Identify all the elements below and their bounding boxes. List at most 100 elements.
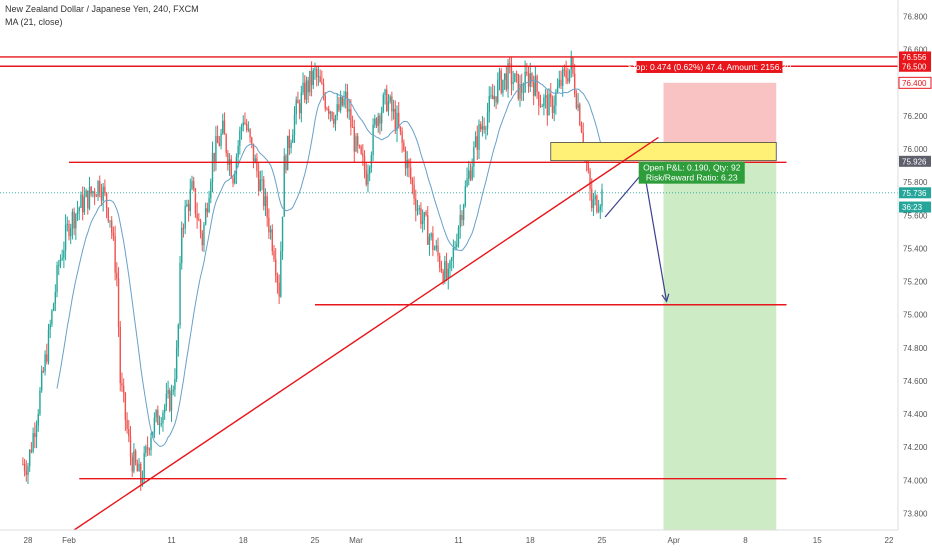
candle-body [240, 126, 243, 131]
candle-body [596, 195, 598, 212]
candle-body [27, 466, 29, 475]
price-tick-label: 74.800 [903, 344, 928, 353]
candle-body [580, 124, 583, 133]
candle-body [119, 326, 121, 384]
candle-body [298, 103, 301, 114]
candle-body [186, 204, 188, 207]
candle-body [509, 63, 511, 65]
candle-body [329, 111, 332, 114]
candle-body [521, 83, 523, 93]
time-tick-label: 25 [311, 536, 320, 545]
candle-body [309, 70, 311, 93]
candle-body [404, 149, 407, 169]
candle-body [553, 105, 555, 113]
candle-body [22, 463, 24, 465]
candle-body [208, 198, 210, 212]
candle-body [331, 111, 333, 119]
candle-body [550, 93, 552, 99]
candle-body [76, 210, 79, 215]
candle-body [61, 258, 63, 260]
candle-body [568, 69, 571, 82]
candle-body [341, 96, 344, 106]
candle-body [40, 370, 43, 391]
ma-legend[interactable]: MA (21, close) [5, 17, 63, 27]
candle-body [187, 204, 190, 212]
candle-body [372, 124, 374, 155]
candle-body [283, 155, 285, 217]
candle-body [152, 431, 154, 438]
candle-body [232, 177, 234, 184]
candle-body [259, 179, 262, 191]
candle-body [529, 73, 531, 87]
candle-body [114, 236, 116, 273]
candle-body [512, 81, 514, 84]
candle-body [558, 79, 560, 87]
candle-body [312, 70, 314, 85]
candle-body [268, 217, 270, 233]
candle-body [415, 198, 417, 211]
candle-body [346, 91, 349, 112]
candle-body [122, 385, 125, 393]
candle-body [223, 120, 226, 135]
candle-body [546, 95, 549, 116]
arrow-head [661, 293, 670, 303]
candle-body [257, 171, 260, 191]
candle-body [435, 245, 437, 249]
candle-body [73, 211, 75, 229]
price-badge-label: 36:23 [902, 203, 923, 212]
candle-body [75, 214, 77, 229]
candle-body [177, 324, 180, 349]
candle-body [444, 261, 446, 282]
candle-body [491, 95, 494, 100]
candle-body [23, 464, 26, 471]
candle-body [348, 109, 350, 112]
candle-body [215, 135, 217, 163]
candle-body [189, 189, 191, 212]
candle-body [293, 114, 296, 136]
candle-body [169, 390, 171, 411]
candle-body [416, 209, 419, 211]
candle-body [456, 243, 458, 247]
candle-body [500, 70, 502, 93]
candle-body [503, 73, 506, 80]
candles [22, 50, 603, 491]
candle-body [418, 207, 420, 210]
candle-body [90, 186, 92, 194]
price-tick-label: 74.200 [903, 443, 928, 452]
projection-arrow [645, 182, 668, 302]
candle-body [534, 76, 537, 96]
candle-body [408, 160, 410, 168]
candle-body [536, 76, 538, 93]
candle-body [579, 104, 581, 125]
candle-body [181, 227, 183, 264]
candle-body [526, 71, 528, 74]
candle-body [391, 96, 393, 112]
candle-body [469, 170, 472, 180]
candle-body [336, 104, 338, 116]
price-tick-label: 74.600 [903, 377, 928, 386]
candle-body [432, 233, 434, 250]
candle-body [99, 181, 101, 193]
candle-body [235, 156, 238, 175]
time-tick-label: 11 [167, 536, 176, 545]
price-badge-label: 75.926 [902, 157, 927, 166]
open-pl-badge [638, 161, 745, 184]
candle-body [480, 123, 482, 130]
time-tick-label: 25 [598, 536, 607, 545]
price-badge-label: 76.500 [902, 62, 927, 71]
candle-body [210, 182, 212, 199]
candle-body [370, 154, 373, 168]
price-tick-label: 75.400 [903, 244, 928, 253]
candle-body [51, 310, 53, 325]
candle-body [387, 101, 390, 111]
candle-body [560, 79, 562, 86]
candle-body [517, 74, 519, 99]
candle-body [433, 248, 436, 250]
stop-badge [636, 60, 783, 73]
candle-body [471, 166, 473, 180]
candle-body [310, 70, 313, 85]
candle-body [278, 282, 280, 297]
candle-body [56, 265, 58, 293]
